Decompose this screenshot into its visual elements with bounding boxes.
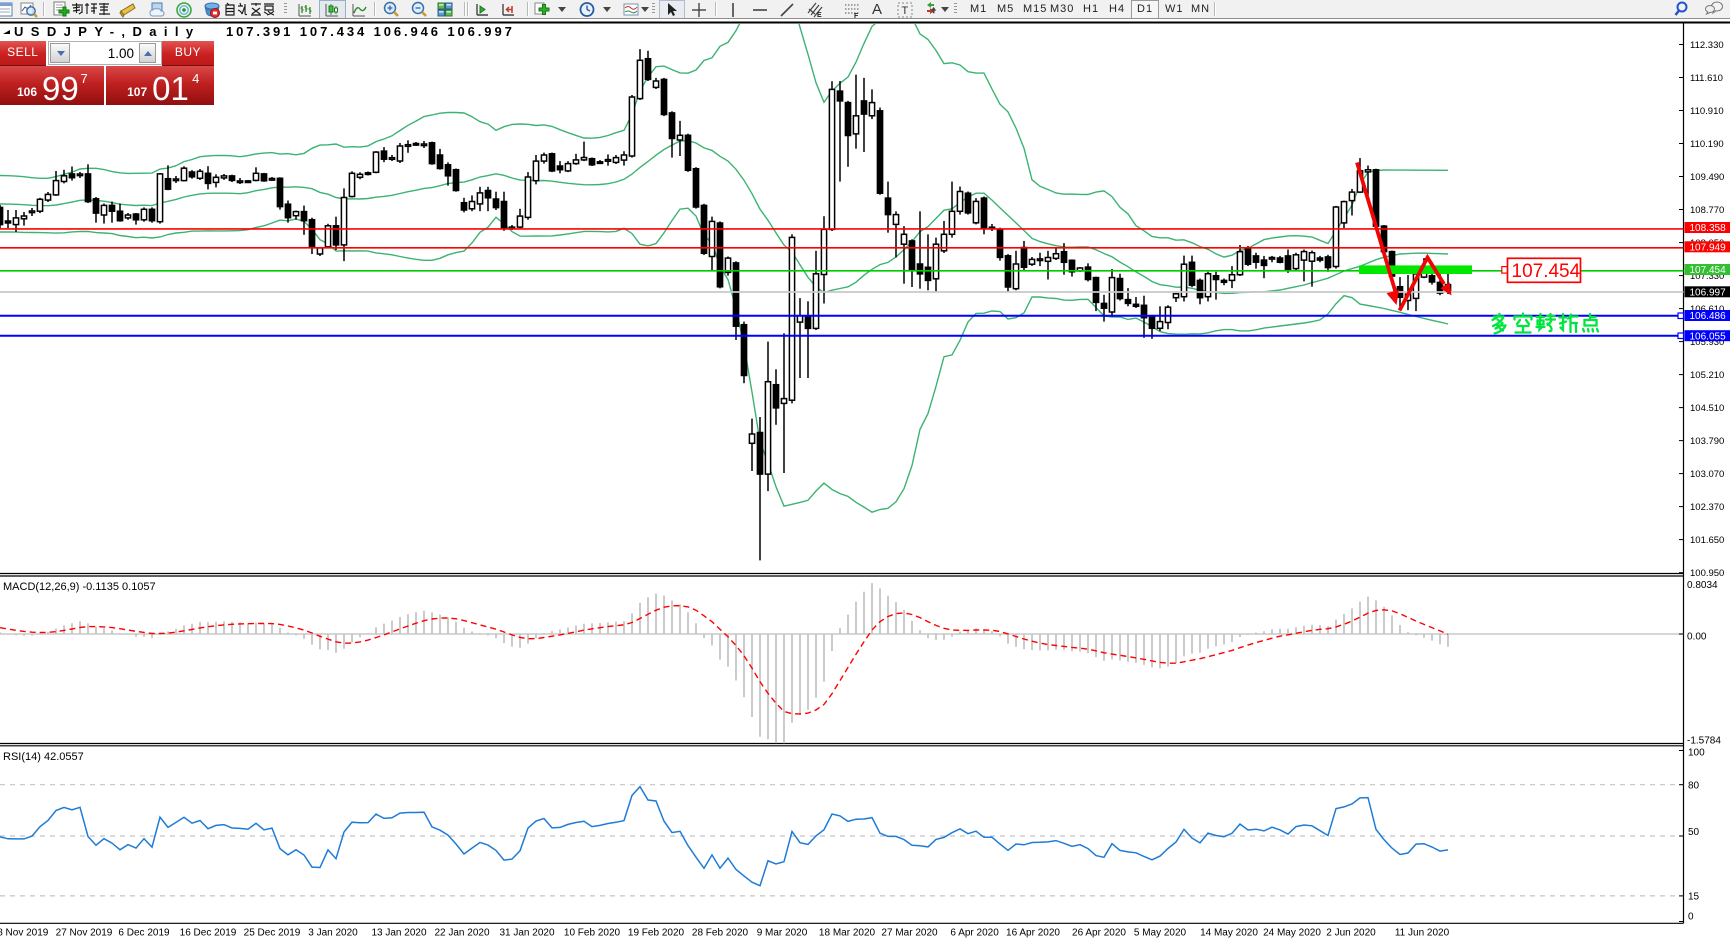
svg-text:31 Jan 2020: 31 Jan 2020	[499, 928, 554, 939]
svg-text:80: 80	[1688, 780, 1700, 791]
svg-text:24 May 2020: 24 May 2020	[1263, 928, 1321, 939]
svg-text:-1.5784: -1.5784	[1687, 736, 1721, 747]
svg-text:28 Feb 2020: 28 Feb 2020	[692, 928, 749, 939]
svg-text:106.055: 106.055	[1690, 331, 1727, 342]
svg-text:107.330: 107.330	[1690, 271, 1724, 282]
svg-text:16 Dec 2019: 16 Dec 2019	[180, 928, 237, 939]
svg-text:107.391 107.434 106.946 106.99: 107.391 107.434 106.946 106.997	[226, 24, 515, 39]
svg-text:27 Nov 2019: 27 Nov 2019	[56, 928, 113, 939]
svg-text:E: E	[817, 12, 822, 19]
svg-text:106.610: 106.610	[1690, 304, 1724, 315]
svg-text:107.949: 107.949	[1690, 243, 1727, 254]
svg-text:6 Apr 2020: 6 Apr 2020	[950, 928, 999, 939]
svg-text:100: 100	[1688, 748, 1705, 759]
svg-text:108.770: 108.770	[1690, 205, 1724, 216]
svg-text:102.370: 102.370	[1690, 502, 1724, 513]
svg-text:RSI(14) 42.0557: RSI(14) 42.0557	[3, 751, 84, 763]
svg-text:101.650: 101.650	[1690, 535, 1724, 546]
svg-text:F: F	[854, 13, 859, 19]
svg-text:2 Jun 2020: 2 Jun 2020	[1326, 928, 1376, 939]
svg-text:13 Jan 2020: 13 Jan 2020	[371, 928, 426, 939]
svg-text:15: 15	[1688, 892, 1700, 903]
svg-text:25 Dec 2019: 25 Dec 2019	[244, 928, 301, 939]
svg-text:5 May 2020: 5 May 2020	[1134, 928, 1187, 939]
svg-text:112.330: 112.330	[1690, 40, 1724, 51]
svg-text:22 Jan 2020: 22 Jan 2020	[434, 928, 489, 939]
svg-text:50: 50	[1688, 827, 1700, 838]
svg-text:18 Mar 2020: 18 Mar 2020	[819, 928, 876, 939]
svg-text:105.210: 105.210	[1690, 370, 1724, 381]
svg-text:103.790: 103.790	[1690, 436, 1724, 447]
svg-text:T: T	[902, 5, 909, 17]
svg-text:19 Feb 2020: 19 Feb 2020	[628, 928, 685, 939]
svg-text:107.454: 107.454	[1690, 265, 1727, 276]
svg-text:107.454: 107.454	[1512, 261, 1581, 282]
svg-text:104.510: 104.510	[1690, 403, 1724, 414]
svg-text:14 May 2020: 14 May 2020	[1200, 928, 1258, 939]
svg-text:26 Apr 2020: 26 Apr 2020	[1072, 928, 1126, 939]
svg-text:9 Mar 2020: 9 Mar 2020	[757, 928, 808, 939]
svg-text:110.910: 110.910	[1690, 106, 1724, 117]
svg-text:109.490: 109.490	[1690, 172, 1724, 183]
svg-text:10 Feb 2020: 10 Feb 2020	[564, 928, 621, 939]
svg-text:106.997: 106.997	[1690, 288, 1727, 299]
svg-text:6 Dec 2019: 6 Dec 2019	[118, 928, 170, 939]
svg-text:0: 0	[1688, 912, 1694, 923]
svg-text:0.8034: 0.8034	[1687, 580, 1718, 591]
svg-text:3 Jan 2020: 3 Jan 2020	[308, 928, 358, 939]
svg-text:108.358: 108.358	[1690, 223, 1727, 234]
svg-text:18 Nov 2019: 18 Nov 2019	[0, 928, 49, 939]
svg-text:MACD(12,26,9) -0.1135 0.1057: MACD(12,26,9) -0.1135 0.1057	[3, 581, 156, 593]
svg-text:USDJPY-,Daily: USDJPY-,Daily	[14, 24, 201, 39]
svg-text:110.190: 110.190	[1690, 139, 1724, 150]
svg-text:16 Apr 2020: 16 Apr 2020	[1006, 928, 1060, 939]
svg-text:11 Jun 2020: 11 Jun 2020	[1395, 928, 1450, 939]
svg-text:103.070: 103.070	[1690, 469, 1724, 480]
svg-text:111.610: 111.610	[1690, 73, 1723, 84]
svg-text:106.486: 106.486	[1690, 311, 1727, 322]
svg-text:105.930: 105.930	[1690, 337, 1724, 348]
svg-text:0.00: 0.00	[1687, 631, 1707, 642]
svg-text:27 Mar 2020: 27 Mar 2020	[881, 928, 938, 939]
svg-text:100.950: 100.950	[1690, 568, 1724, 579]
